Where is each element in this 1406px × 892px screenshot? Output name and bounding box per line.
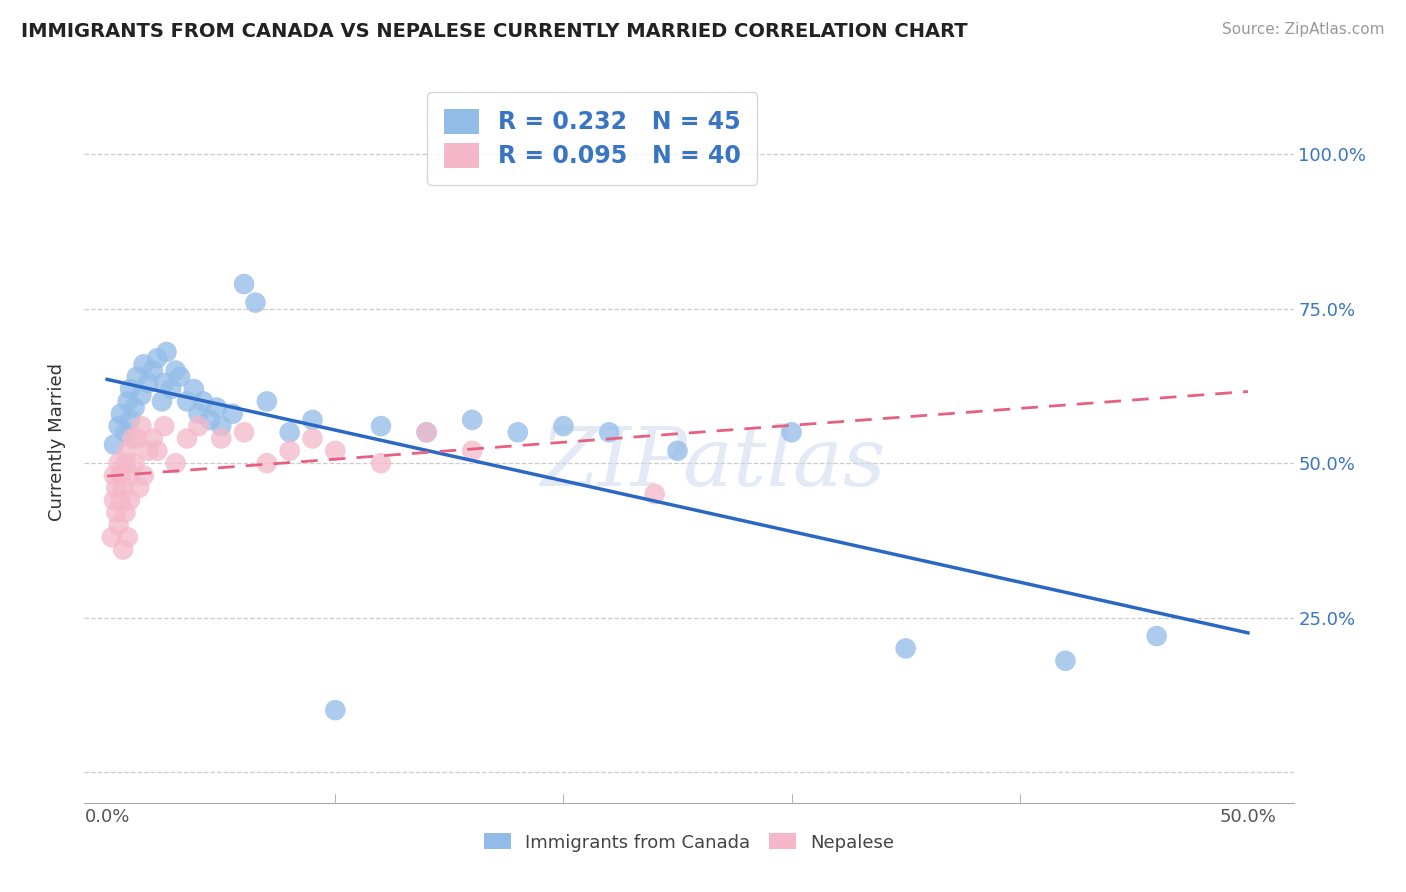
Point: [117, 394, 139, 409]
Point: [370, 456, 392, 470]
Point: [103, 468, 125, 483]
Point: [142, 432, 165, 446]
Point: [187, 419, 209, 434]
Point: [105, 481, 128, 495]
Point: [107, 419, 129, 434]
Point: [209, 419, 232, 434]
Point: [191, 394, 214, 409]
Point: [301, 432, 323, 446]
Point: [256, 394, 278, 409]
Point: [370, 419, 392, 434]
Point: [301, 413, 323, 427]
Point: [142, 363, 165, 377]
Point: [121, 432, 143, 446]
Text: Source: ZipAtlas.com: Source: ZipAtlas.com: [1222, 22, 1385, 37]
Point: [105, 506, 128, 520]
Point: [233, 425, 256, 440]
Point: [125, 369, 148, 384]
Point: [221, 407, 243, 421]
Point: [131, 388, 153, 402]
Point: [209, 432, 232, 446]
Point: [112, 542, 135, 557]
Point: [780, 425, 803, 440]
Point: [128, 481, 150, 495]
Point: [125, 432, 148, 446]
Point: [553, 419, 575, 434]
Point: [461, 413, 484, 427]
Point: [278, 425, 301, 440]
Point: [233, 277, 256, 291]
Point: [114, 425, 136, 440]
Point: [131, 419, 153, 434]
Point: [176, 432, 198, 446]
Point: [112, 481, 135, 495]
Point: [165, 456, 187, 470]
Point: [132, 468, 155, 483]
Point: [278, 443, 301, 458]
Point: [461, 443, 484, 458]
Point: [198, 413, 221, 427]
Point: [103, 437, 125, 451]
Point: [124, 456, 146, 470]
Point: [598, 425, 620, 440]
Point: [894, 641, 917, 656]
Text: IMMIGRANTS FROM CANADA VS NEPALESE CURRENTLY MARRIED CORRELATION CHART: IMMIGRANTS FROM CANADA VS NEPALESE CURRE…: [21, 22, 967, 41]
Point: [146, 351, 169, 366]
Point: [110, 493, 132, 508]
Point: [169, 369, 191, 384]
Point: [323, 703, 346, 717]
Point: [415, 425, 437, 440]
Point: [110, 407, 132, 421]
Point: [187, 407, 209, 421]
Point: [506, 425, 529, 440]
Point: [245, 295, 267, 310]
Point: [666, 443, 689, 458]
Point: [165, 363, 187, 377]
Point: [118, 413, 141, 427]
Y-axis label: Currently Married: Currently Married: [48, 362, 66, 521]
Point: [117, 443, 139, 458]
Point: [323, 443, 346, 458]
Point: [124, 401, 146, 415]
Point: [118, 382, 141, 396]
Point: [256, 456, 278, 470]
Point: [153, 376, 176, 390]
Point: [160, 382, 183, 396]
Point: [205, 401, 228, 415]
Point: [118, 468, 141, 483]
Point: [114, 506, 136, 520]
Point: [118, 493, 141, 508]
Point: [1146, 629, 1168, 643]
Point: [155, 345, 177, 359]
Point: [132, 357, 155, 371]
Point: [176, 394, 198, 409]
Point: [103, 493, 125, 508]
Point: [1054, 654, 1077, 668]
Point: [153, 419, 176, 434]
Legend: Immigrants from Canada, Nepalese: Immigrants from Canada, Nepalese: [477, 826, 901, 859]
Point: [644, 487, 666, 501]
Point: [183, 382, 205, 396]
Text: ZIPatlas: ZIPatlas: [540, 423, 886, 503]
Point: [110, 468, 132, 483]
Point: [415, 425, 437, 440]
Point: [150, 394, 173, 409]
Point: [146, 443, 169, 458]
Point: [114, 456, 136, 470]
Point: [136, 443, 159, 458]
Point: [107, 456, 129, 470]
Point: [136, 376, 159, 390]
Point: [100, 530, 122, 544]
Point: [117, 530, 139, 544]
Point: [107, 517, 129, 532]
